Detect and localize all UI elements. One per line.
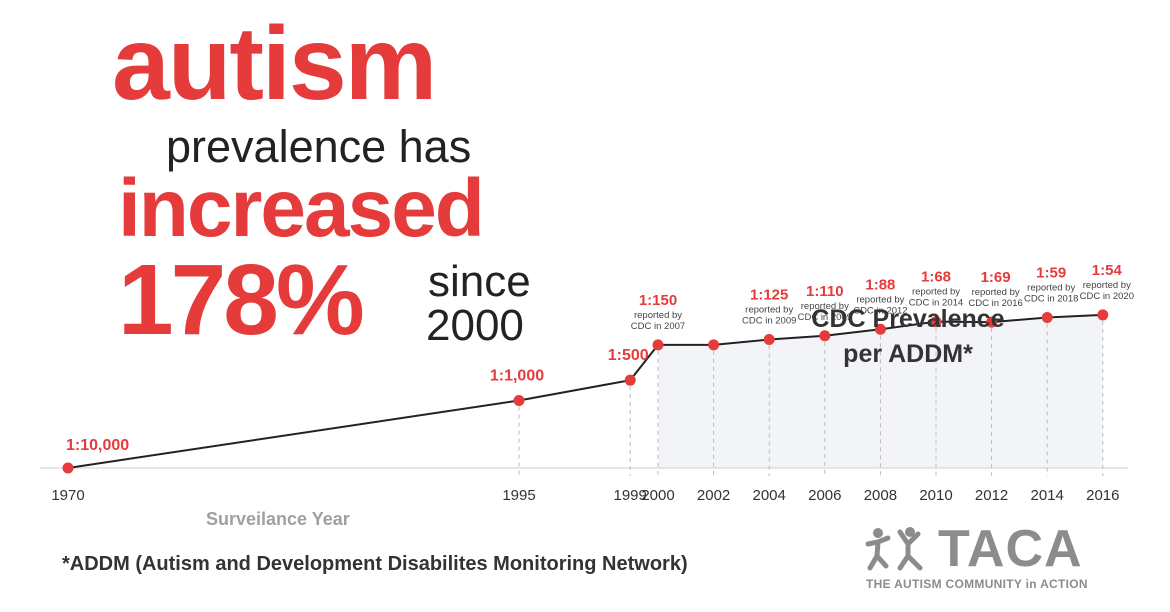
headline-increased: increased — [118, 163, 485, 254]
point-label: 1:125 — [750, 287, 788, 304]
data-point — [652, 339, 664, 351]
point-note: reported by — [856, 294, 904, 305]
x-axis-title: Surveilance Year — [206, 509, 350, 529]
people-figures-icon — [865, 527, 923, 571]
point-label: 1:88 — [865, 276, 895, 293]
data-point — [513, 395, 525, 406]
point-label: 1:69 — [981, 269, 1011, 286]
x-tick-label: 2004 — [753, 487, 786, 504]
point-note: CDC in 2009 — [798, 312, 852, 323]
data-point — [1041, 312, 1053, 324]
prevalence-line — [67, 313, 1103, 469]
point-label: 1:68 — [921, 269, 951, 286]
data-point — [930, 316, 942, 328]
headline-autism: autism — [112, 6, 437, 122]
point-note: CDC in 2018 — [1024, 294, 1078, 305]
point-note: reported by — [1083, 280, 1131, 291]
x-tick-label: 2008 — [864, 487, 897, 504]
logo-wordmark: TACA — [938, 520, 1083, 578]
point-note: reported by — [801, 301, 849, 312]
headline-percent: 178% — [118, 244, 365, 356]
point-note: CDC in 2009 — [742, 316, 796, 327]
data-point — [708, 339, 720, 351]
x-tick-label: 1999 — [614, 487, 647, 504]
point-note: reported by — [634, 310, 682, 321]
addm-footnote: *ADDM (Autism and Development Disabilite… — [62, 553, 688, 575]
point-note: reported by — [972, 287, 1020, 298]
point-label: 1:54 — [1092, 262, 1123, 279]
point-note: reported by — [745, 305, 793, 316]
point-label: 1:59 — [1036, 265, 1066, 282]
x-tick-label: 2002 — [697, 487, 730, 504]
x-tick-label: 2010 — [919, 487, 952, 504]
point-note: CDC in 2012 — [853, 305, 907, 316]
x-tick-label: 2006 — [808, 487, 841, 504]
data-point — [624, 374, 636, 386]
x-tick-label: 2000 — [641, 487, 674, 504]
area-label: per ADDM* — [843, 340, 973, 368]
point-label: 1:150 — [639, 292, 677, 309]
x-tick-label: 2012 — [975, 487, 1008, 504]
point-note: CDC in 2007 — [631, 321, 685, 332]
area-label: CDC Prevalence — [811, 305, 1004, 333]
data-point — [763, 334, 775, 346]
point-label: 1:10,000 — [66, 437, 129, 454]
data-point — [819, 330, 831, 342]
headline-prevalence-has: prevalence has — [166, 121, 472, 172]
headline-year: 2000 — [426, 301, 524, 350]
x-tick-label: 1970 — [51, 487, 84, 504]
point-label: 1:500 — [608, 347, 649, 364]
point-note: reported by — [1027, 283, 1075, 294]
data-point — [874, 323, 886, 335]
data-point — [62, 462, 74, 474]
x-tick-label: 2016 — [1086, 487, 1119, 504]
x-tick-label: 2014 — [1031, 487, 1064, 504]
point-label: 1:110 — [806, 283, 844, 300]
point-note: reported by — [912, 287, 960, 298]
data-point — [1097, 309, 1109, 321]
logo-tagline: THE AUTISM COMMUNITY in ACTION — [866, 577, 1088, 591]
data-point — [986, 316, 998, 328]
point-note: CDC in 2020 — [1080, 291, 1134, 302]
point-note: CDC in 2016 — [968, 298, 1022, 309]
point-note: CDC in 2014 — [909, 298, 963, 309]
headline-since: since — [428, 257, 531, 306]
point-label: 1:1,000 — [490, 368, 544, 385]
x-tick-label: 1995 — [502, 487, 535, 504]
